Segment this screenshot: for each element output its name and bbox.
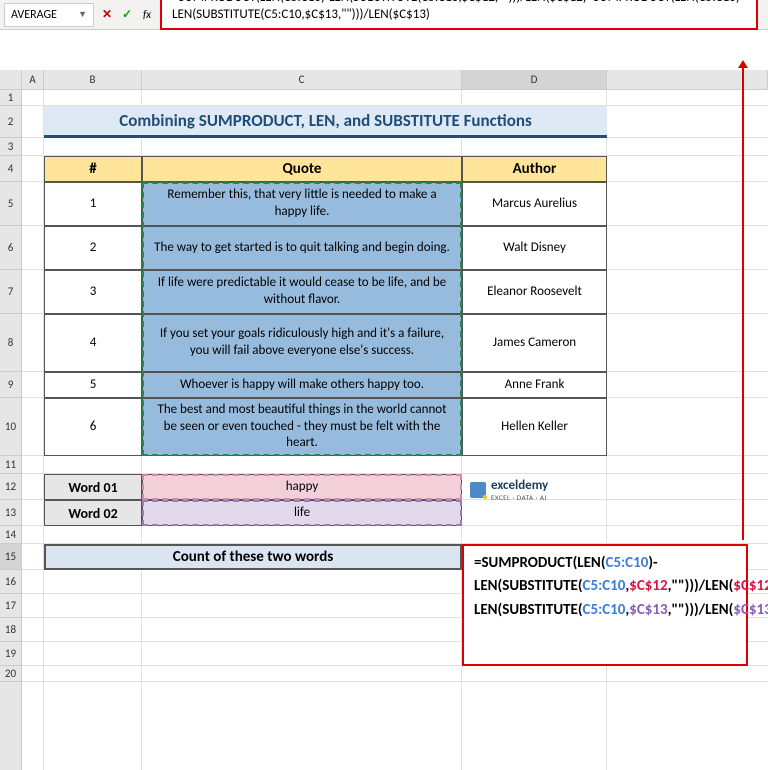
table-cell-quote: If life were predictable it would cease … (142, 270, 462, 314)
exceldemy-logo: exceldemyEXCEL · DATA · AI (470, 478, 548, 502)
name-box[interactable]: AVERAGE ▼ (4, 3, 94, 27)
table-cell-quote: If you set your goals ridiculously high … (142, 314, 462, 372)
table-cell-num: 3 (44, 270, 142, 314)
sheet: ABCD 1234567891011121314151617181920 Com… (0, 70, 768, 770)
row-header[interactable]: 7 (0, 270, 21, 314)
formula-buttons: ✕ ✓ fx (98, 6, 156, 24)
row-header[interactable]: 10 (0, 398, 21, 456)
header-num: # (44, 156, 142, 182)
formula-bar[interactable]: =SUMPRODUCT(LEN(C5:C10)-LEN(SUBSTITUTE(C… (160, 0, 758, 30)
table-cell-author: James Cameron (462, 314, 607, 372)
table-cell-author: Anne Frank (462, 372, 607, 398)
header-quote: Quote (142, 156, 462, 182)
row-headers: 1234567891011121314151617181920 (0, 90, 22, 770)
enter-icon[interactable]: ✓ (118, 6, 136, 24)
row-header[interactable]: 8 (0, 314, 21, 372)
page-title: Combining SUMPRODUCT, LEN, and SUBSTITUT… (44, 106, 607, 138)
table-cell-num: 4 (44, 314, 142, 372)
cancel-icon[interactable]: ✕ (98, 6, 116, 24)
count-label: Count of these two words (44, 544, 462, 570)
row-header[interactable]: 19 (0, 642, 21, 666)
table-cell-num: 5 (44, 372, 142, 398)
row-header[interactable]: 1 (0, 90, 21, 106)
row-header[interactable]: 3 (0, 138, 21, 156)
table-cell-author: Marcus Aurelius (462, 182, 607, 226)
row-header[interactable]: 14 (0, 526, 21, 544)
word1-label: Word 01 (44, 474, 142, 500)
header-author: Author (462, 156, 607, 182)
row-header[interactable]: 16 (0, 570, 21, 594)
grid-col (22, 90, 44, 770)
formula-display: =SUMPRODUCT(LEN(C5:C10)-LEN(SUBSTITUTE(C… (462, 544, 748, 666)
row-header[interactable]: 6 (0, 226, 21, 270)
column-headers: ABCD (0, 70, 768, 90)
row-header[interactable]: 4 (0, 156, 21, 182)
column-header[interactable]: C (142, 70, 462, 89)
column-header[interactable]: B (44, 70, 142, 89)
grid[interactable]: Combining SUMPRODUCT, LEN, and SUBSTITUT… (22, 90, 768, 770)
table-cell-num: 2 (44, 226, 142, 270)
name-box-value: AVERAGE (11, 8, 57, 22)
formula-bar-wrap: =SUMPRODUCT(LEN(C5:C10)-LEN(SUBSTITUTE(C… (160, 0, 768, 41)
row-header[interactable]: 5 (0, 182, 21, 226)
table-cell-quote: Remember this, that very little is neede… (142, 182, 462, 226)
arrow-head-icon (738, 60, 748, 68)
table-cell-author: Eleanor Roosevelt (462, 270, 607, 314)
row-header[interactable]: 17 (0, 594, 21, 618)
table-cell-author: Walt Disney (462, 226, 607, 270)
word1-value: happy (142, 474, 462, 500)
word2-label: Word 02 (44, 500, 142, 526)
arrow-line-vertical (742, 65, 744, 540)
table-cell-num: 1 (44, 182, 142, 226)
column-header[interactable]: D (462, 70, 607, 89)
row-header[interactable]: 18 (0, 618, 21, 642)
row-header[interactable]: 13 (0, 500, 21, 526)
table-cell-quote: The way to get started is to quit talkin… (142, 226, 462, 270)
row-header[interactable]: 9 (0, 372, 21, 398)
table-cell-quote: Whoever is happy will make others happy … (142, 372, 462, 398)
row-header[interactable]: 20 (0, 666, 21, 682)
toolbar: AVERAGE ▼ ✕ ✓ fx =SUMPRODUCT(LEN(C5:C10)… (0, 0, 768, 30)
table-cell-quote: The best and most beautiful things in th… (142, 398, 462, 456)
row-header[interactable]: 12 (0, 474, 21, 500)
word2-value: life (142, 500, 462, 526)
fx-icon[interactable]: fx (138, 6, 156, 24)
formula-bar-text: =SUMPRODUCT(LEN(C5:C10)-LEN(SUBSTITUTE(C… (172, 0, 744, 22)
row-header[interactable]: 2 (0, 106, 21, 138)
table-cell-num: 6 (44, 398, 142, 456)
row-header[interactable]: 15 (0, 544, 21, 570)
column-header[interactable]: A (22, 70, 44, 89)
chevron-down-icon[interactable]: ▼ (78, 9, 87, 20)
table-cell-author: Hellen Keller (462, 398, 607, 456)
row-header[interactable]: 11 (0, 456, 21, 474)
